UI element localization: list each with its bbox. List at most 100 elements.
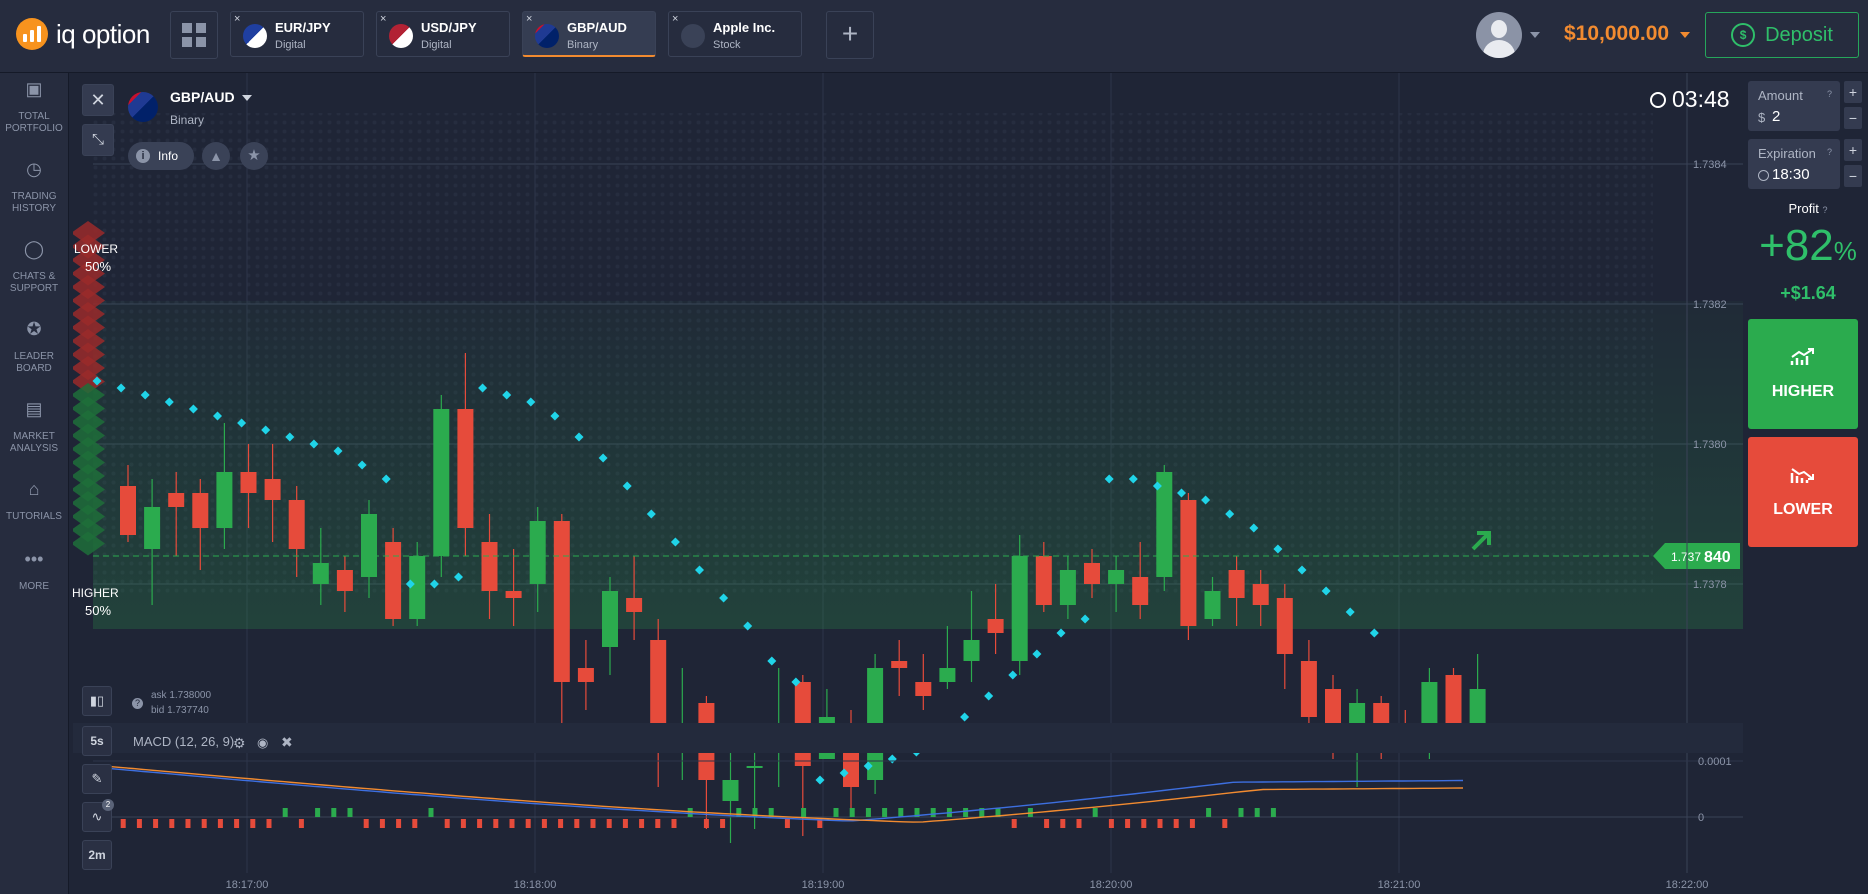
candle-body <box>722 780 739 801</box>
dollar-icon: $ <box>1731 23 1756 47</box>
candle-body <box>409 556 426 619</box>
leaderboard-icon: ✪ <box>26 319 42 339</box>
candle-body <box>1445 675 1462 724</box>
sentiment-chevron <box>73 342 105 367</box>
candle-body <box>891 661 908 668</box>
nav-label-line1: MORE <box>19 581 49 592</box>
candle-body <box>915 682 932 696</box>
help-icon[interactable]: ? <box>132 698 143 709</box>
tab-usd-jpy[interactable]: × USD/JPY Digital <box>376 11 510 57</box>
interval-button[interactable]: 5s <box>82 726 112 756</box>
help-icon[interactable]: ? <box>1822 205 1828 215</box>
layout-grid-button[interactable] <box>170 11 218 59</box>
candle-body <box>1011 556 1028 661</box>
macd-histogram-bar <box>979 808 985 817</box>
chat-icon: ◯ <box>23 239 45 259</box>
macd-histogram-bar <box>460 819 466 828</box>
expiration-plus-button[interactable]: + <box>1844 139 1862 161</box>
sar-dot <box>237 418 247 428</box>
nav-item-graduation[interactable]: ⌂ TUTORIALS <box>0 480 68 523</box>
macd-histogram-bar <box>169 819 175 828</box>
nav-label-line2: SUPPORT <box>9 283 59 294</box>
tab-apple[interactable]: × Apple Inc. Stock <box>668 11 802 57</box>
asset-name[interactable]: GBP/AUD <box>170 89 235 105</box>
nav-item-briefcase[interactable]: ▣ TOTAL PORTFOLIO <box>0 80 68 135</box>
sar-dot <box>1080 614 1090 624</box>
percent-sign: % <box>1833 236 1857 266</box>
sentiment-chevron <box>73 234 105 259</box>
brand-logo[interactable]: iq option <box>16 18 150 50</box>
amount-minus-button[interactable]: − <box>1844 107 1862 129</box>
deposit-button[interactable]: $ Deposit <box>1705 12 1859 58</box>
tab-eur-jpy[interactable]: × EUR/JPY Digital <box>230 11 364 57</box>
nav-item-more[interactable]: ••• MORE <box>0 550 68 593</box>
chevron-down-icon[interactable] <box>1530 32 1540 38</box>
macd-histogram-bar <box>833 808 839 817</box>
star-icon[interactable]: ★ <box>240 142 268 170</box>
chevron-down-icon[interactable] <box>242 95 252 101</box>
timeframe-button[interactable]: 2m <box>82 840 112 870</box>
close-icon[interactable]: ✖ <box>281 734 293 750</box>
nav-item-history[interactable]: ◷ TRADING HISTORY <box>0 159 68 215</box>
avatar[interactable] <box>1476 12 1522 58</box>
sentiment-chevron <box>73 356 105 380</box>
collapse-icon[interactable]: ⤡ <box>82 124 114 156</box>
candle-body <box>1084 563 1100 584</box>
nav-item-newspaper[interactable]: ▤ MARKET ANALYSIS <box>0 400 68 455</box>
history-icon: ◷ <box>26 159 42 179</box>
parabolic-sar <box>92 376 1379 785</box>
nav-item-leaderboard[interactable]: ✪ LEADER BOARD <box>0 319 68 375</box>
macd-histogram-bar <box>574 819 580 828</box>
close-icon[interactable]: × <box>380 13 387 25</box>
close-chart-button[interactable]: ✕ <box>82 84 114 116</box>
close-icon[interactable]: × <box>234 13 241 25</box>
macd-tick-label: 0.0001 <box>1698 756 1732 768</box>
info-button[interactable]: i Info <box>128 142 194 170</box>
amount-plus-button[interactable]: + <box>1844 81 1862 103</box>
account-balance[interactable]: $10,000.00 <box>1564 22 1670 45</box>
add-tab-button[interactable]: + <box>826 11 874 59</box>
candle-body <box>1035 556 1052 605</box>
sentiment-chevron <box>73 531 105 556</box>
amount-field[interactable]: Amount ? $ 2 <box>1748 81 1840 131</box>
macd-histogram-bar <box>801 808 807 817</box>
sar-dot <box>1104 474 1114 484</box>
macd-histogram-bar <box>315 808 321 817</box>
pencil-icon[interactable]: ✎ <box>82 764 112 794</box>
higher-button[interactable]: HIGHER <box>1748 319 1858 429</box>
eye-icon[interactable]: ◉ <box>257 735 269 750</box>
indicator-count-badge: 2 <box>102 799 114 811</box>
chart-type-button[interactable]: ▮▯ <box>82 686 112 716</box>
timer-value: 03:48 <box>1672 86 1730 112</box>
macd-histogram-bar <box>1092 808 1098 817</box>
nav-item-chat[interactable]: ◯ CHATS & SUPPORT <box>0 239 68 295</box>
tab-gbp-aud[interactable]: × GBP/AUD Binary <box>522 11 656 57</box>
candle-body <box>144 507 161 549</box>
nav-label-line2: PORTFOLIO <box>5 123 63 134</box>
candle-body <box>1180 500 1197 626</box>
expiration-field[interactable]: Expiration ? 18:30 <box>1748 139 1840 189</box>
macd-histogram-bar <box>120 819 126 828</box>
help-icon[interactable]: ? <box>1826 147 1832 157</box>
macd-histogram-bar <box>752 808 758 817</box>
macd-histogram-bar <box>1011 819 1017 828</box>
close-icon[interactable]: × <box>526 13 533 25</box>
help-icon[interactable]: ? <box>1826 89 1832 99</box>
amount-value[interactable]: 2 <box>1772 108 1781 125</box>
close-icon[interactable]: × <box>672 13 679 25</box>
sar-dot <box>526 397 536 407</box>
bell-icon[interactable]: ▲ <box>202 142 230 170</box>
macd-histogram-bar <box>266 819 272 828</box>
sentiment-chevron <box>73 383 105 407</box>
price-chart[interactable]: 1.737 840 1.7384 1.7382 1.7380 1.7378 0.000… <box>73 73 1743 894</box>
expiration-minus-button[interactable]: − <box>1844 165 1862 187</box>
sar-dot <box>960 712 970 722</box>
candle-body <box>1204 591 1221 619</box>
nav-label-line2: HISTORY <box>11 203 57 214</box>
settings-icon[interactable]: ⚙ <box>233 735 246 751</box>
sar-dot <box>839 768 849 778</box>
nav-label-line1: TUTORIALS <box>6 511 62 522</box>
expiration-value[interactable]: 18:30 <box>1772 166 1810 183</box>
lower-button[interactable]: LOWER <box>1748 437 1858 547</box>
chevron-down-icon[interactable] <box>1680 32 1690 38</box>
